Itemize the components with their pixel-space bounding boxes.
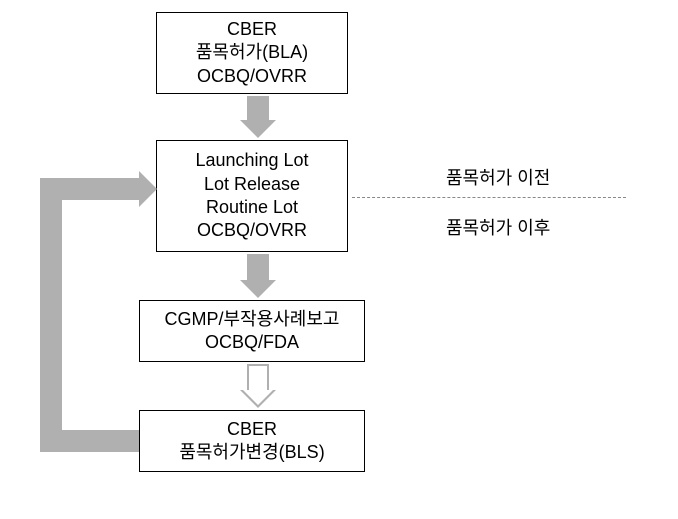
loop-arrow-segment (40, 178, 62, 452)
node-text-line: 품목허가변경(BLS) (179, 441, 324, 464)
node-text-line: Routine Lot (206, 196, 298, 219)
flow-node-cber-bls: CBER 품목허가변경(BLS) (139, 410, 365, 472)
arrow-down-hollow-icon (240, 364, 276, 408)
arrow-right-icon (139, 171, 157, 207)
arrow-down-icon (240, 96, 276, 138)
node-text-line: OCBQ/OVRR (197, 65, 307, 88)
node-text-line: CBER (227, 18, 277, 41)
node-text-line: OCBQ/OVRR (197, 219, 307, 242)
node-text-line: Launching Lot (195, 149, 308, 172)
node-text-line: OCBQ/FDA (205, 331, 299, 354)
loop-arrow-segment (40, 178, 139, 200)
node-text-line: CGMP/부작용사례보고 (165, 308, 340, 331)
phase-divider-line (352, 197, 626, 198)
flow-node-cber-bla: CBER 품목허가(BLA) OCBQ/OVRR (156, 12, 348, 94)
phase-label-after: 품목허가 이후 (446, 214, 550, 240)
node-text-line: 품목허가(BLA) (196, 41, 308, 64)
phase-label-before: 품목허가 이전 (446, 164, 550, 190)
node-text-line: CBER (227, 418, 277, 441)
node-text-line: Lot Release (204, 173, 300, 196)
arrow-down-icon (240, 254, 276, 298)
flow-node-lot-release: Launching Lot Lot Release Routine Lot OC… (156, 140, 348, 252)
flow-node-cgmp: CGMP/부작용사례보고 OCBQ/FDA (139, 300, 365, 362)
